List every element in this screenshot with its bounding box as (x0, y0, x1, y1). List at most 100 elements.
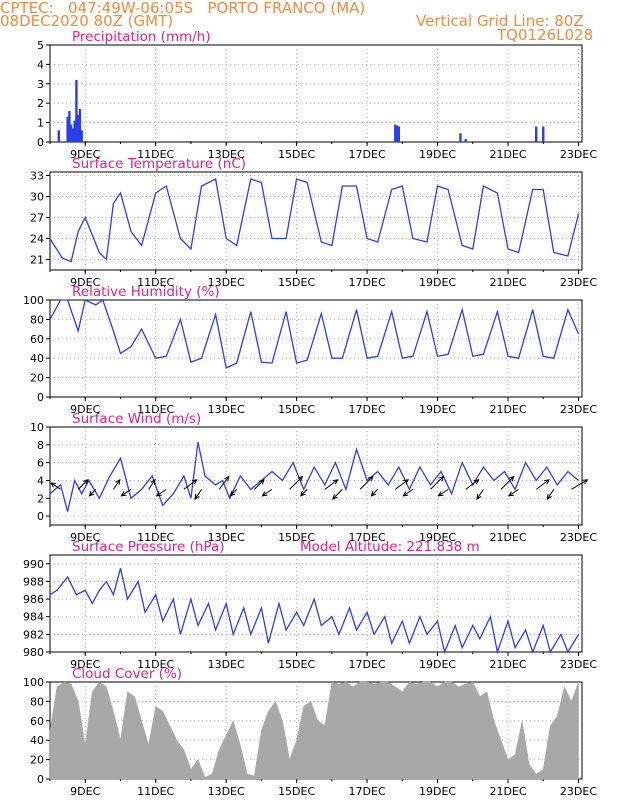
wind-xtick-label: 19DEC (419, 531, 456, 544)
cloud-ytick-label: 20 (30, 754, 44, 767)
wind-line (49, 441, 579, 512)
temp-xtick-label: 23DEC (560, 276, 597, 289)
cloud-ytick-label: 40 (30, 734, 44, 747)
panel-title-cloud: Cloud Cover (%) (72, 666, 183, 682)
wind-ytick-label: 8 (37, 439, 44, 452)
rh-ytick-label: 100 (23, 294, 44, 307)
temp-xtick-label: 9DEC (70, 276, 100, 289)
temp-ytick-label: 30 (30, 191, 44, 204)
wind-arrow (300, 489, 308, 497)
cloud-xtick-label: 15DEC (278, 785, 315, 798)
wind-arrow (77, 479, 89, 490)
header-grid-note: Vertical Grid Line: 80Z (416, 12, 584, 30)
cloud-ytick-label: 100 (23, 676, 44, 689)
temp-ytick-label: 21 (30, 254, 44, 267)
wind-arrow (359, 476, 374, 490)
wind-arrow (289, 476, 303, 490)
wind-arrowhead (544, 479, 550, 485)
wind-arrowhead (224, 475, 230, 482)
wind-arrow (571, 479, 588, 490)
wind-arrowhead (332, 479, 339, 485)
wind-arrowhead (546, 493, 552, 500)
precip-bar (397, 126, 400, 142)
precip-bar (57, 130, 61, 142)
precip-bar (68, 110, 71, 142)
temp-xtick-label: 11DEC (137, 276, 174, 289)
wind-arrow (50, 482, 61, 490)
wind-arrowhead (367, 475, 374, 482)
precip-bar (69, 124, 73, 142)
wind-arrow (113, 479, 121, 490)
wind-xtick-label: 13DEC (208, 531, 245, 544)
wind-xtick-label: 17DEC (349, 531, 386, 544)
wind-arrow (332, 489, 343, 500)
rh-xtick-label: 17DEC (349, 403, 386, 416)
wind-arrow (535, 479, 550, 490)
pres-ytick-label: 988 (23, 575, 44, 588)
wind-arrowhead (508, 491, 514, 497)
header-station: CPTEC: 047:49W-06:05S PORTO FRANCO (MA) (0, 0, 366, 17)
precip-bar (464, 139, 467, 142)
precip-bar (395, 125, 399, 142)
pres-line (49, 568, 580, 655)
wind-arrowhead (582, 479, 589, 485)
wind-ytick-label: 0 (37, 510, 44, 523)
wind-ytick-label: 10 (30, 421, 44, 434)
wind-arrowhead (194, 493, 200, 500)
temp-ytick-label: 24 (30, 233, 44, 246)
pres-xtick-label: 11DEC (137, 658, 174, 671)
wind-arrow (121, 488, 132, 497)
wind-arrow (229, 489, 238, 497)
wind-xtick-label: 9DEC (70, 531, 100, 544)
precip-ytick-label: 1 (37, 117, 44, 130)
cloud-ytick-label: 60 (30, 715, 44, 728)
temp-xtick-label: 19DEC (419, 276, 456, 289)
panel-title-pres: Surface Pressure (hPa) (72, 539, 225, 555)
cloud-area (49, 681, 579, 780)
wind-arrowhead (82, 478, 89, 485)
pres-xtick-label: 23DEC (560, 658, 597, 671)
precip-ytick-label: 5 (37, 39, 44, 52)
precip-bar (71, 128, 75, 142)
wind-ytick-label: 6 (37, 457, 44, 470)
rh-xtick-label: 19DEC (419, 403, 456, 416)
precip-bar (394, 124, 397, 142)
pres-xtick-label: 9DEC (70, 658, 100, 671)
wind-arrow (394, 479, 409, 490)
wind-xtick-label: 15DEC (278, 531, 315, 544)
precip-xtick-label: 15DEC (278, 148, 315, 161)
wind-arrowhead (476, 493, 482, 500)
pres-xtick-label: 15DEC (278, 658, 315, 671)
temp-xtick-label: 15DEC (278, 276, 315, 289)
temp-ytick-label: 33 (30, 170, 44, 183)
pres-xtick-label: 13DEC (208, 658, 245, 671)
wind-arrowhead (438, 475, 445, 482)
precip-bar (80, 130, 83, 142)
pres-xtick-label: 21DEC (489, 658, 526, 671)
wind-arrow (508, 488, 519, 497)
rh-ytick-label: 80 (30, 313, 44, 326)
precip-xtick-label: 19DEC (419, 148, 456, 161)
precip-bar (66, 116, 69, 142)
wind-arrowhead (155, 491, 162, 497)
precip-bar (542, 126, 545, 142)
rh-xtick-label: 15DEC (278, 403, 315, 416)
cloud-ytick-label: 0 (37, 773, 44, 786)
panel-subtitle-pres: Model Altitude: 221.838 m (300, 539, 480, 555)
temp-xtick-label: 21DEC (489, 276, 526, 289)
rh-line (49, 298, 580, 369)
precip-bar (78, 109, 82, 142)
wind-arrow (476, 489, 484, 500)
cloud-xtick-label: 11DEC (137, 785, 174, 798)
pres-xtick-label: 17DEC (349, 658, 386, 671)
wind-arrow (194, 489, 202, 500)
wind-ytick-label: 2 (37, 492, 44, 505)
wind-arrowhead (297, 475, 304, 482)
wind-arrow (500, 476, 515, 490)
cloud-xtick-label: 9DEC (70, 785, 100, 798)
wind-xtick-label: 23DEC (560, 531, 597, 544)
wind-arrowhead (402, 491, 409, 497)
wind-ytick-label: 4 (37, 474, 44, 487)
cloud-ytick-label: 80 (30, 695, 44, 708)
panel-title-temp: Surface Temperature (nC) (72, 156, 247, 172)
